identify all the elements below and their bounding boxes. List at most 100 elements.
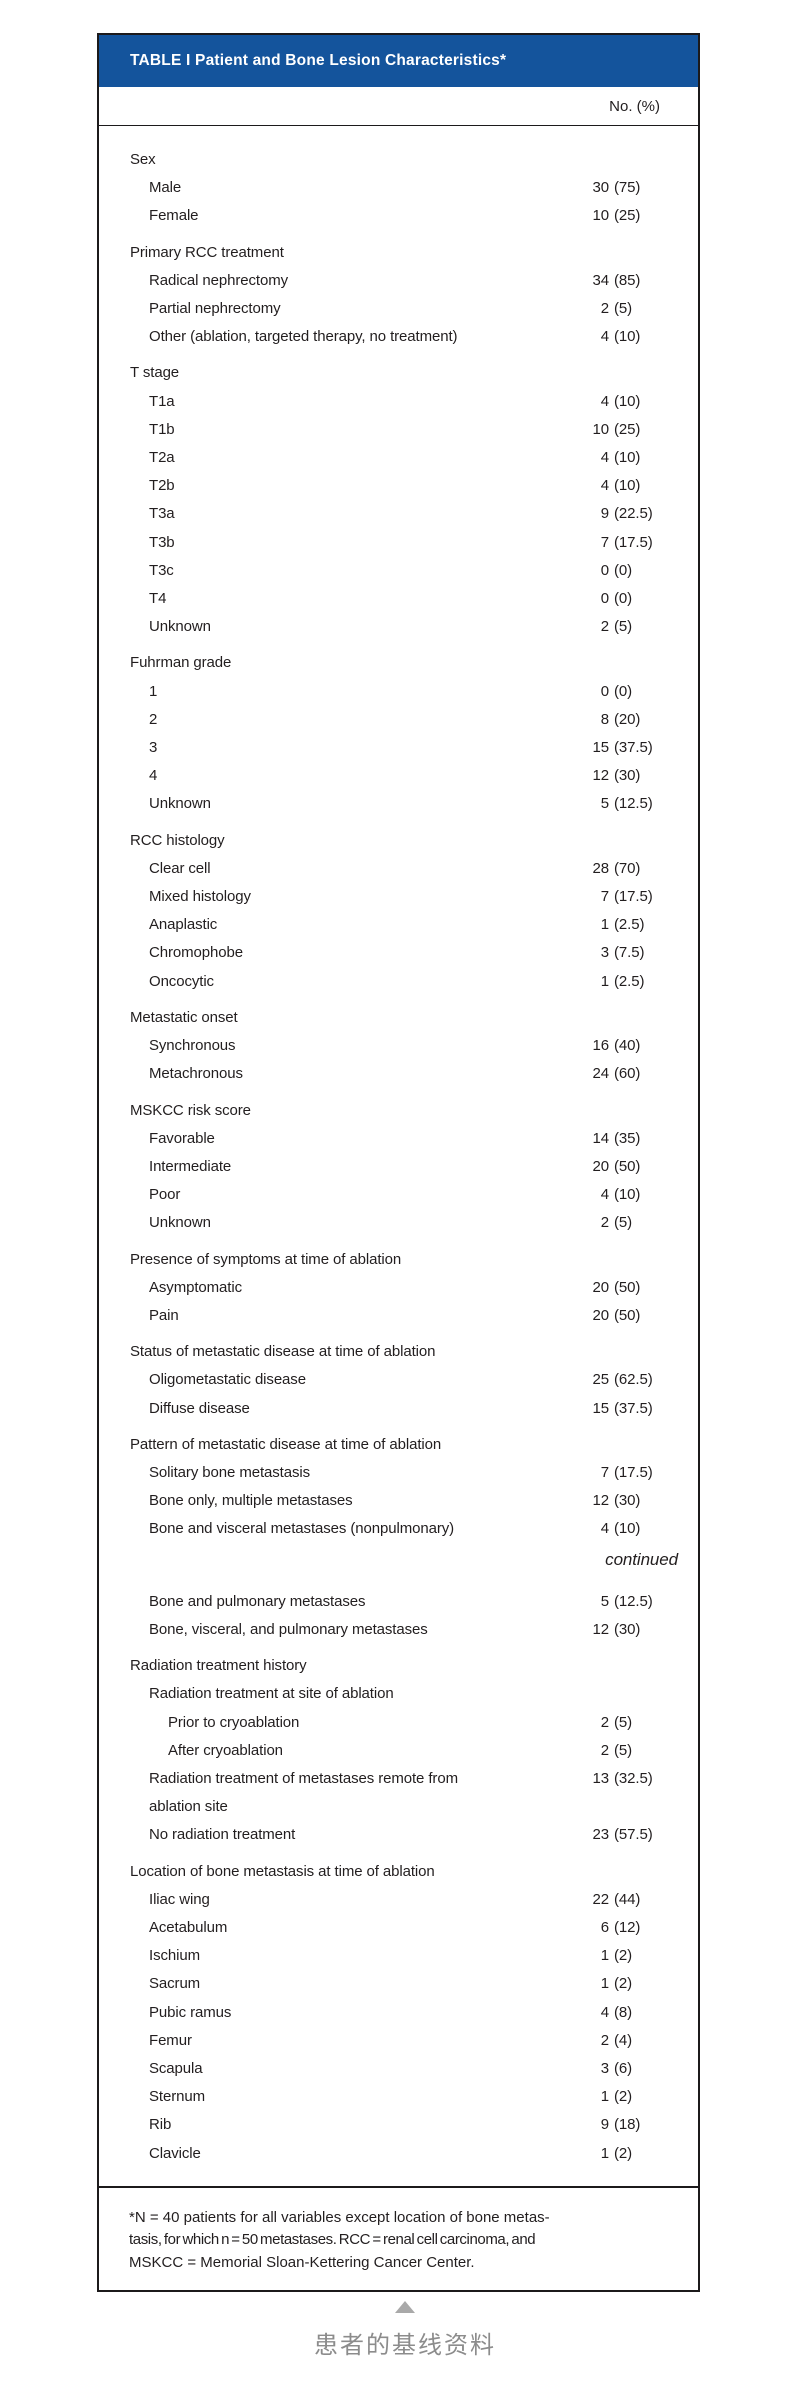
row-label: Unknown bbox=[149, 795, 211, 813]
row-value: 7 (17.5) bbox=[571, 1459, 678, 1487]
value-percent: (7.5) bbox=[614, 944, 645, 962]
value-count: 15 bbox=[592, 739, 610, 757]
table-row: Other (ablation, targeted therapy, no tr… bbox=[99, 323, 678, 351]
row-label: Partial nephrectomy bbox=[149, 300, 281, 318]
row-label: T3c bbox=[149, 561, 174, 579]
value-percent: (0) bbox=[614, 590, 633, 608]
row-value: 5 (12.5) bbox=[571, 1588, 678, 1616]
value-percent: (62.5) bbox=[614, 1371, 653, 1389]
row-value: 1 (2) bbox=[571, 1970, 678, 1998]
row-label: Radiation treatment at site of ablation bbox=[149, 1685, 394, 1703]
table-footnote: *N = 40 patients for all variables excep… bbox=[99, 2185, 698, 2291]
row-value: 10 (25) bbox=[571, 416, 678, 444]
row-value: 12 (30) bbox=[571, 1616, 678, 1644]
row-value: 24 (60) bbox=[571, 1060, 678, 1088]
value-percent: (5) bbox=[614, 1713, 633, 1731]
value-count: 5 bbox=[600, 795, 609, 813]
table-row: Bone and pulmonary metastases 5 (12.5) bbox=[99, 1588, 678, 1616]
table-row: 4 12 (30) bbox=[99, 762, 678, 790]
row-label: Male bbox=[149, 179, 182, 197]
value-percent: (8) bbox=[614, 2003, 633, 2021]
row-label: Prior to cryoablation bbox=[168, 1713, 300, 1731]
row-value: 9 (22.5) bbox=[571, 500, 678, 528]
value-count: 15 bbox=[592, 1399, 610, 1417]
value-count: 9 bbox=[600, 505, 609, 523]
row-value: 4 (10) bbox=[571, 472, 678, 500]
row-value: 2 (5) bbox=[571, 613, 678, 641]
row-value: 9 (18) bbox=[571, 2111, 678, 2139]
row-label: T1b bbox=[149, 420, 175, 438]
row-label: 1 bbox=[149, 682, 158, 700]
value-percent: (12.5) bbox=[614, 1592, 653, 1610]
table-row: Clear cell 28 (70) bbox=[99, 855, 678, 883]
row-label: Fuhrman grade bbox=[130, 654, 232, 672]
value-count: 2 bbox=[600, 618, 609, 636]
row-label: Other (ablation, targeted therapy, no tr… bbox=[149, 328, 458, 346]
row-value: 7 (17.5) bbox=[571, 883, 678, 911]
value-percent: (5) bbox=[614, 1214, 633, 1232]
value-percent: (70) bbox=[614, 859, 641, 877]
row-label: Bone, visceral, and pulmonary metastases bbox=[149, 1620, 428, 1638]
value-percent: (2) bbox=[614, 1975, 633, 1993]
value-percent: (25) bbox=[614, 207, 641, 225]
value-percent: (44) bbox=[614, 1890, 641, 1908]
value-percent: (12) bbox=[614, 1918, 641, 1936]
row-value: 23 (57.5) bbox=[571, 1821, 678, 1849]
row-label: Rib bbox=[149, 2116, 172, 2134]
value-count: 28 bbox=[592, 859, 610, 877]
row-label: After cryoablation bbox=[168, 1741, 283, 1759]
row-value: 10 (25) bbox=[571, 202, 678, 230]
table-row: Bone and visceral metastases (nonpulmona… bbox=[99, 1515, 678, 1543]
value-percent: (60) bbox=[614, 1065, 641, 1083]
table-row: 2 8 (20) bbox=[99, 706, 678, 734]
row-label: Female bbox=[149, 207, 199, 225]
value-count: 0 bbox=[600, 561, 609, 579]
row-label: Radiation treatment of metastases remote… bbox=[99, 1765, 571, 1821]
value-percent: (0) bbox=[614, 561, 633, 579]
row-label: 4 bbox=[149, 767, 158, 785]
value-percent: (22.5) bbox=[614, 505, 653, 523]
row-label: Ischium bbox=[149, 1947, 200, 1965]
value-count: 1 bbox=[600, 1947, 609, 1965]
value-count: 2 bbox=[600, 2031, 609, 2049]
table-row: continued bbox=[99, 1546, 678, 1574]
row-label: Sacrum bbox=[149, 1975, 201, 1993]
category-row: Sex bbox=[99, 146, 678, 174]
table-row: Ischium 1 (2) bbox=[99, 1942, 678, 1970]
table-row: T1a 4 (10) bbox=[99, 388, 678, 416]
value-count: 1 bbox=[600, 916, 609, 934]
row-value: 28 (70) bbox=[571, 855, 678, 883]
value-count: 9 bbox=[600, 2116, 609, 2134]
row-label: Femur bbox=[149, 2031, 192, 2049]
value-percent: (18) bbox=[614, 2116, 641, 2134]
row-label: Pain bbox=[149, 1306, 179, 1324]
value-count: 1 bbox=[600, 2144, 609, 2162]
value-count: 25 bbox=[592, 1371, 610, 1389]
table-row: Diffuse disease 15 (37.5) bbox=[99, 1395, 678, 1423]
value-percent: (50) bbox=[614, 1278, 641, 1296]
table-row: 1 0 (0) bbox=[99, 678, 678, 706]
table-body: Sex Male 30 (75) Female 10 (25) Primary RCC tre… bbox=[99, 126, 698, 2186]
row-value: 30 (75) bbox=[571, 174, 678, 202]
value-count: 23 bbox=[592, 1826, 610, 1844]
row-label: T2b bbox=[149, 477, 175, 495]
value-count: 3 bbox=[600, 944, 609, 962]
value-count: 4 bbox=[600, 477, 609, 495]
value-count: 5 bbox=[600, 1592, 609, 1610]
table-row: Metachronous 24 (60) bbox=[99, 1060, 678, 1088]
category-row: Radiation treatment history bbox=[99, 1652, 678, 1680]
row-label: T2a bbox=[149, 449, 175, 467]
value-count: 20 bbox=[592, 1306, 610, 1324]
row-label: Chromophobe bbox=[149, 944, 243, 962]
table-row: After cryoablation 2 (5) bbox=[99, 1737, 678, 1765]
table-row: T3c 0 (0) bbox=[99, 557, 678, 585]
row-value: 1 (2.5) bbox=[571, 968, 678, 996]
table-row: Partial nephrectomy 2 (5) bbox=[99, 295, 678, 323]
category-row: Fuhrman grade bbox=[99, 649, 678, 677]
value-count: 2 bbox=[600, 300, 609, 318]
table-row: T1b 10 (25) bbox=[99, 416, 678, 444]
table-row: 3 15 (37.5) bbox=[99, 734, 678, 762]
value-percent: (50) bbox=[614, 1157, 641, 1175]
value-count: 1 bbox=[600, 972, 609, 990]
value-percent: (10) bbox=[614, 392, 641, 410]
